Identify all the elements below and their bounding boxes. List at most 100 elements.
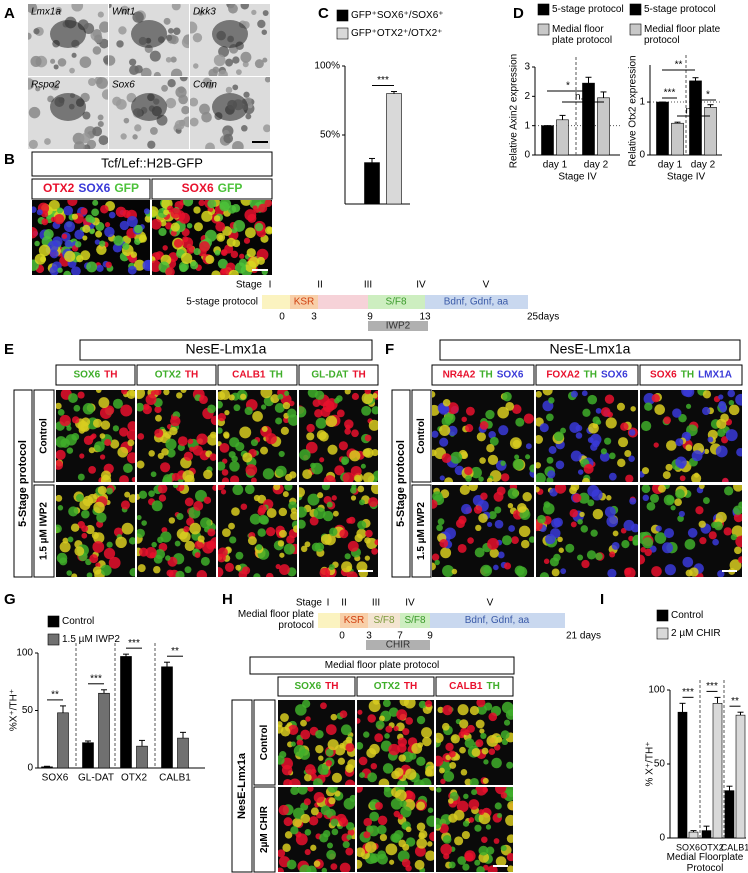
cell (368, 497, 378, 508)
cell (451, 568, 458, 575)
cell (546, 413, 554, 422)
row-label: Control (259, 725, 270, 761)
cell (134, 124, 142, 132)
cell (545, 533, 556, 545)
cell (401, 858, 411, 868)
cell (411, 743, 423, 754)
error-bar (703, 825, 710, 831)
inhibitor-label: IWP2 (386, 321, 411, 332)
cell (103, 547, 116, 560)
stain-label: SOX6 (78, 181, 110, 195)
cell (465, 424, 474, 433)
cell (494, 506, 502, 514)
cell (378, 715, 385, 722)
micrograph (137, 390, 216, 482)
cell (317, 492, 324, 499)
cell (161, 84, 168, 92)
stain-label: SOX6 (182, 181, 214, 195)
cell (306, 423, 315, 433)
cell (425, 700, 433, 708)
cell (165, 438, 177, 450)
cell (234, 262, 247, 274)
cell (456, 800, 469, 813)
cell (347, 540, 359, 552)
legend-label-box: GFP⁺OTX2⁺/OTX2⁺ (351, 28, 442, 39)
cell (50, 82, 60, 91)
cell (347, 828, 355, 836)
error-bar (139, 739, 145, 747)
cell (34, 240, 40, 247)
cell (194, 489, 207, 502)
cell (219, 200, 232, 211)
cell (75, 493, 84, 502)
stage-label: Stage (236, 280, 263, 291)
cell (592, 508, 604, 520)
cell (539, 423, 549, 433)
cell (221, 469, 229, 476)
cell (137, 433, 145, 440)
cell (38, 244, 51, 257)
cell (439, 538, 449, 548)
cell (604, 506, 616, 518)
cell (100, 564, 112, 576)
cell (56, 402, 62, 410)
cell (465, 406, 475, 416)
cell (719, 405, 727, 413)
cell (587, 499, 595, 507)
stain-box (151, 178, 273, 200)
cell (351, 429, 359, 438)
cell (80, 132, 91, 144)
bar (701, 830, 712, 839)
cell (214, 249, 221, 256)
cell (143, 208, 150, 215)
stain-label: TH (487, 681, 500, 692)
cell (583, 463, 594, 474)
cell (230, 250, 239, 259)
cell (515, 417, 525, 427)
cell (238, 570, 248, 577)
cell (283, 817, 293, 827)
cell (129, 58, 137, 66)
micrograph (640, 390, 742, 482)
panel-header: NesE-Lmx1a (550, 341, 631, 357)
cell (468, 799, 480, 810)
cell (360, 463, 366, 469)
cell (181, 237, 194, 249)
cell (486, 444, 495, 453)
row-box (253, 699, 276, 786)
cell (99, 240, 106, 247)
cell (390, 798, 403, 810)
cell (595, 552, 603, 561)
cell (446, 402, 459, 415)
cell (88, 78, 97, 87)
cell (171, 4, 181, 11)
cell (48, 200, 60, 212)
x-tick-label: CALB1 (159, 773, 191, 784)
cell (305, 716, 311, 722)
y-axis-label: Relative Axin2 expression (509, 54, 520, 169)
stain-label: TH (185, 370, 198, 381)
micrograph (432, 485, 534, 577)
micrograph (137, 485, 216, 577)
cell (575, 432, 583, 439)
cell (123, 117, 130, 124)
cell (205, 142, 215, 149)
cell (617, 458, 626, 468)
row-box (411, 389, 432, 483)
cell (679, 463, 685, 469)
cell (174, 540, 181, 547)
cell (229, 437, 240, 448)
cell (74, 241, 82, 248)
cell (432, 430, 439, 438)
y-tick-label: 50 (22, 705, 34, 716)
error-bar (44, 765, 50, 767)
cell (120, 5, 129, 15)
y-tick-label: 3 (524, 62, 530, 73)
y-tick-label: 2 (524, 91, 530, 102)
cell (290, 826, 299, 835)
stage-numeral: III (372, 598, 380, 609)
cell (106, 541, 113, 548)
cell (289, 471, 297, 479)
cell (108, 211, 116, 219)
